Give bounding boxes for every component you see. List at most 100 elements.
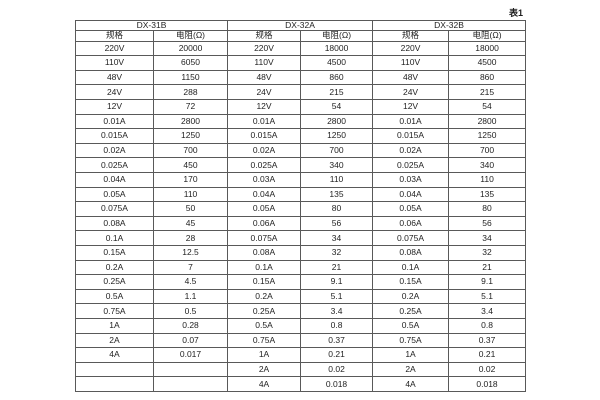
spec-cell: 24V — [372, 84, 450, 101]
resistance-column-header: 电阻(Ω) — [300, 30, 374, 42]
spec-cell: 48V — [227, 69, 302, 86]
resistance-cell: 700 — [152, 142, 229, 159]
resistance-cell: 34 — [448, 230, 527, 246]
resistance-cell: 34 — [300, 230, 374, 246]
spec-cell: 0.5A — [75, 288, 154, 305]
resistance-cell: 340 — [448, 157, 527, 174]
spec-cell: 0.04A — [372, 186, 450, 203]
spec-cell: 2A — [227, 361, 302, 378]
resistance-cell: 4.5 — [152, 274, 229, 290]
spec-cell: 24V — [75, 84, 154, 101]
resistance-column-header: 电阻(Ω) — [152, 30, 229, 42]
resistance-cell: 700 — [300, 142, 374, 159]
resistance-cell: 0.02 — [300, 361, 374, 378]
spec-cell: 0.2A — [227, 288, 302, 305]
spec-cell: 2A — [75, 332, 154, 349]
spec-cell: 4A — [75, 347, 154, 363]
resistance-cell: 5.1 — [448, 288, 527, 305]
spec-cell: 0.08A — [227, 245, 302, 261]
resistance-cell: 450 — [152, 157, 229, 174]
resistance-cell: 860 — [448, 69, 527, 86]
spec-cell: 0.1A — [75, 230, 154, 246]
table-row: 0.5A 1.1 0.2A 5.1 0.2A 5.1 — [75, 288, 527, 305]
resistance-cell: 1250 — [300, 128, 374, 144]
spec-cell: 12V — [227, 99, 302, 115]
spec-cell: 4A — [227, 376, 302, 392]
resistance-cell: 9.1 — [300, 274, 374, 290]
spec-cell: 0.01A — [75, 113, 154, 130]
resistance-cell: 21 — [300, 259, 374, 276]
spec-cell: 12V — [75, 99, 154, 115]
resistance-cell: 18000 — [448, 40, 527, 57]
resistance-cell: 0.8 — [448, 317, 527, 334]
resistance-cell: 340 — [300, 157, 374, 174]
spec-cell: 0.075A — [372, 230, 450, 246]
resistance-cell: 80 — [300, 201, 374, 217]
resistance-cell: 0.018 — [300, 376, 374, 392]
spec-cell: 0.5A — [227, 317, 302, 334]
table-row: 0.04A 170 0.03A 110 0.03A 110 — [75, 172, 527, 188]
spec-cell: 0.015A — [227, 128, 302, 144]
resistance-cell: 110 — [300, 172, 374, 188]
resistance-cell: 288 — [152, 84, 229, 101]
spec-cell: 0.03A — [227, 172, 302, 188]
table-caption: 表1 — [508, 8, 523, 18]
spec-cell: 0.025A — [75, 157, 154, 174]
table-row: 0.01A 2800 0.01A 2800 0.01A 2800 — [75, 113, 527, 130]
spec-cell: 0.15A — [227, 274, 302, 290]
resistance-cell: 0.017 — [152, 347, 229, 363]
table-row: 220V 20000 220V 18000 220V 18000 — [75, 40, 527, 57]
spec-column-header: 规格 — [75, 30, 154, 42]
spec-cell: 0.1A — [372, 259, 450, 276]
resistance-cell: 50 — [152, 201, 229, 217]
resistance-cell: 7 — [152, 259, 229, 276]
table-row: 0.08A 45 0.06A 56 0.06A 56 — [75, 215, 527, 232]
table-row: 1A 0.28 0.5A 0.8 0.5A 0.8 — [75, 317, 527, 334]
spec-cell: 0.025A — [227, 157, 302, 174]
table-row: 0.15A 12.5 0.08A 32 0.08A 32 — [75, 245, 527, 261]
spec-cell: 0.75A — [75, 303, 154, 319]
spec-cell: 0.25A — [227, 303, 302, 319]
table-row: 4A 0.018 4A 0.018 — [75, 376, 527, 392]
spec-column-header: 规格 — [227, 30, 302, 42]
resistance-cell — [152, 376, 229, 392]
spec-cell: 1A — [227, 347, 302, 363]
spec-cell: 0.05A — [372, 201, 450, 217]
spec-cell — [75, 376, 154, 392]
resistance-cell: 1150 — [152, 69, 229, 86]
table-row: 0.05A 110 0.04A 135 0.04A 135 — [75, 186, 527, 203]
spec-cell: 0.015A — [372, 128, 450, 144]
spec-cell: 0.75A — [372, 332, 450, 349]
spec-cell: 0.06A — [227, 215, 302, 232]
spec-cell: 110V — [227, 55, 302, 71]
spec-cell: 0.25A — [372, 303, 450, 319]
resistance-cell: 20000 — [152, 40, 229, 57]
resistance-cell: 2800 — [152, 113, 229, 130]
spec-cell: 0.2A — [75, 259, 154, 276]
resistance-cell: 4500 — [300, 55, 374, 71]
resistance-cell: 0.37 — [300, 332, 374, 349]
resistance-cell: 0.8 — [300, 317, 374, 334]
table-row: 12V 72 12V 54 12V 54 — [75, 99, 527, 115]
resistance-cell: 32 — [300, 245, 374, 261]
table-row: 0.75A 0.5 0.25A 3.4 0.25A 3.4 — [75, 303, 527, 319]
table-body: 220V 20000 220V 18000 220V 18000 110V 6050 110V 4… — [75, 40, 527, 392]
group-header-dx-31b: DX-31B — [74, 19, 229, 32]
resistance-cell: 28 — [152, 230, 229, 246]
table-row: 0.02A 700 0.02A 700 0.02A 700 — [75, 142, 527, 159]
spec-cell: 1A — [75, 317, 154, 334]
table-row: 0.015A 1250 0.015A 1250 0.015A 1250 — [75, 128, 527, 144]
resistance-cell: 4500 — [448, 55, 527, 71]
spec-cell: 24V — [227, 84, 302, 101]
table-row: 0.1A 28 0.075A 34 0.075A 34 — [75, 230, 527, 246]
group-header-dx-32b: DX-32B — [372, 19, 527, 32]
spec-cell: 12V — [372, 99, 450, 115]
spec-cell: 0.08A — [372, 245, 450, 261]
resistance-cell: 5.1 — [300, 288, 374, 305]
spec-cell — [75, 361, 154, 378]
resistance-cell — [152, 361, 229, 378]
spec-cell: 0.02A — [372, 142, 450, 159]
resistance-cell: 21 — [448, 259, 527, 276]
spec-cell: 0.08A — [75, 215, 154, 232]
